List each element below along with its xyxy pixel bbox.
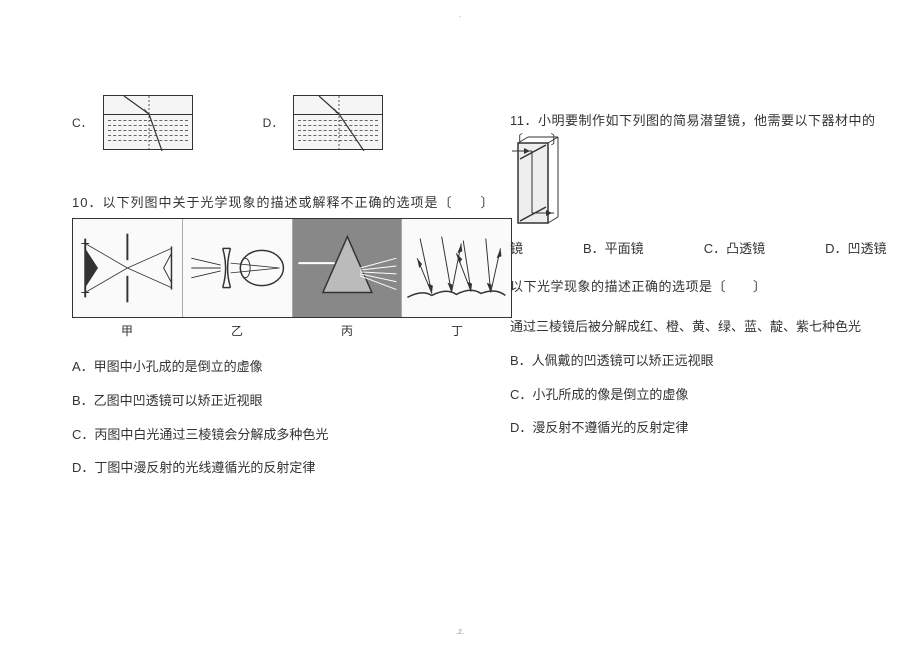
- q11-opt-c: C．凸透镜: [704, 238, 765, 257]
- q10-figure-labels: 甲 乙 丙 丁: [72, 322, 512, 339]
- q11-opt-b: B．平面镜: [583, 238, 644, 257]
- refraction-diagram-d: [293, 95, 383, 150]
- refraction-diagram-c: [103, 95, 193, 150]
- option-c-label: C．: [72, 114, 93, 131]
- q10-opt-d: D．丁图中漫反射的光线遵循光的反射定律: [72, 451, 328, 485]
- fig-label-d: 丁: [402, 322, 512, 339]
- option-d-label: D．: [263, 114, 284, 131]
- cd-choice-row: C． D．: [72, 95, 383, 150]
- footer-mark: .z.: [456, 627, 464, 636]
- q10-opt-b: B．乙图中凹透镜可以矫正近视眼: [72, 384, 328, 418]
- q12-title: 以下光学现象的描述正确的选项是〔 〕: [510, 276, 767, 295]
- q10-options: A．甲图中小孔成的是倒立的虚像 B．乙图中凹透镜可以矫正近视眼 C．丙图中白光通…: [72, 350, 328, 485]
- q10-opt-a: A．甲图中小孔成的是倒立的虚像: [72, 350, 328, 384]
- q11-options: 镜 B．平面镜 C．凸透镜 D．凹透镜: [510, 238, 886, 257]
- q12-opt-d: D．漫反射不遵循光的反射定律: [510, 411, 861, 445]
- fig-pinhole: [73, 219, 183, 317]
- periscope-diagram: [510, 135, 560, 230]
- fig-prism: [293, 219, 403, 317]
- q11-title: 11．小明要制作如下列图的简易潜望镜，他需要以下器材中的〔 〕: [510, 110, 920, 148]
- fig-diffuse-reflection: [402, 219, 511, 317]
- fig-label-a: 甲: [72, 322, 182, 339]
- q10-title: 10．以下列图中关于光学现象的描述或解释不正确的选项是〔 〕: [72, 192, 494, 211]
- q12-opt-c: C．小孔所成的像是倒立的虚像: [510, 378, 861, 412]
- q12-opt-a: 通过三棱镜后被分解成红、橙、黄、绿、蓝、靛、紫七种色光: [510, 310, 861, 344]
- q10-figure-strip: [72, 218, 512, 318]
- q12-options: 通过三棱镜后被分解成红、橙、黄、绿、蓝、靛、紫七种色光 B．人佩戴的凹透镜可以矫…: [510, 310, 861, 445]
- q12-opt-b: B．人佩戴的凹透镜可以矫正远视眼: [510, 344, 861, 378]
- q11-opt-a: 镜: [510, 238, 523, 257]
- fig-concave-lens-eye: [183, 219, 293, 317]
- right-column: 11．小明要制作如下列图的简易潜望镜，他需要以下器材中的〔 〕 镜 B．平面镜: [510, 0, 920, 651]
- fig-label-b: 乙: [182, 322, 292, 339]
- q10-opt-c: C．丙图中白光通过三棱镜会分解成多种色光: [72, 418, 328, 452]
- fig-label-c: 丙: [292, 322, 402, 339]
- left-column: C． D．: [0, 0, 510, 651]
- q11-opt-d: D．凹透镜: [825, 238, 886, 257]
- exam-page: . C． D．: [0, 0, 920, 651]
